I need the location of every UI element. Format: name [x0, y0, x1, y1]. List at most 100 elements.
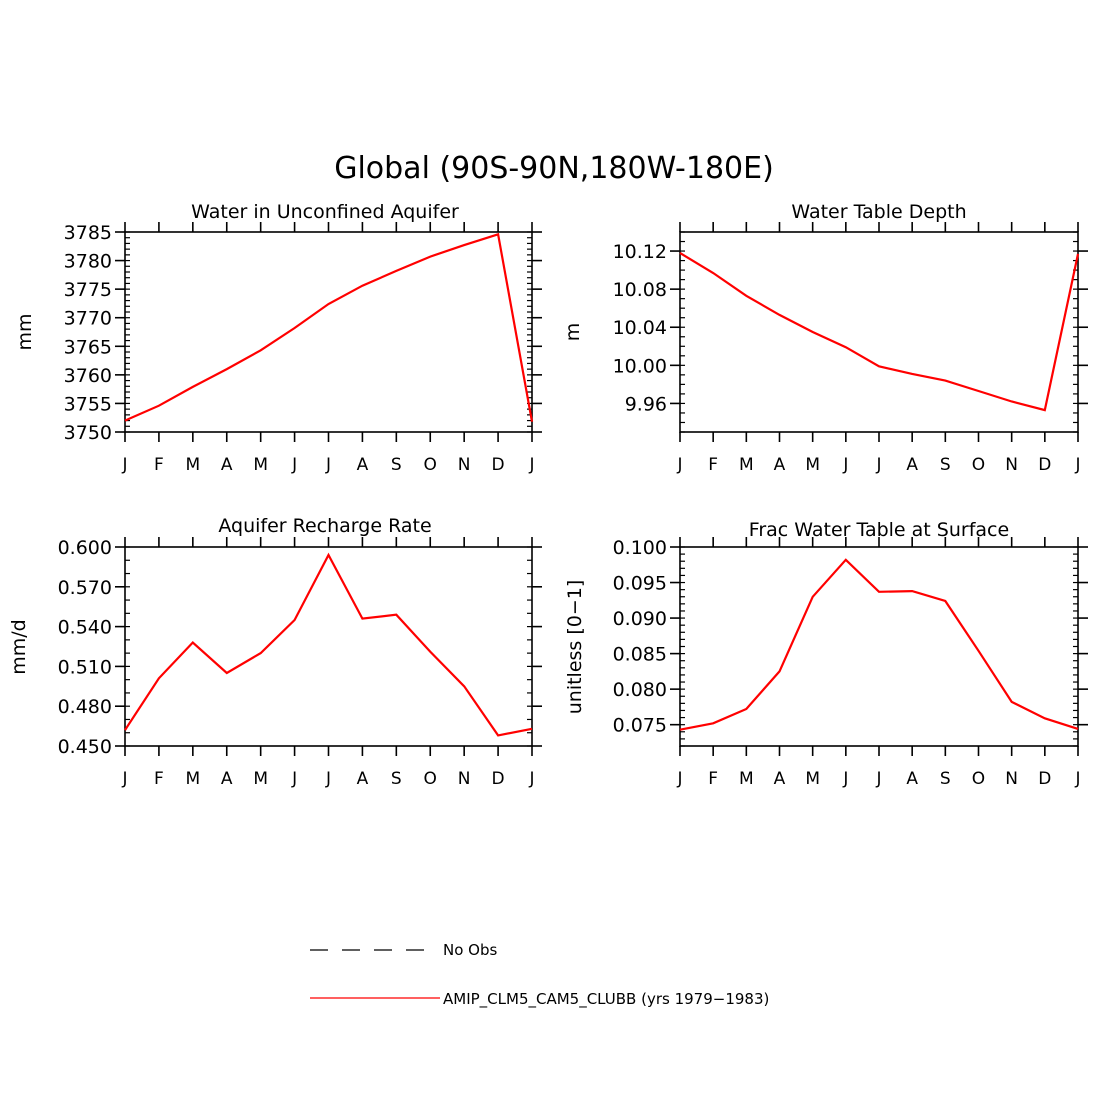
y-tick-label: 10.12 [613, 241, 667, 263]
x-tick-label: A [906, 769, 918, 789]
x-tick-label: J [528, 769, 534, 789]
plot-frame [124, 546, 533, 747]
legend-label-model: AMIP_CLM5_CAM5_CLUBB (yrs 1979−1983) [443, 990, 769, 1009]
x-tick-label: D [492, 769, 505, 789]
x-tick-label: J [325, 769, 331, 789]
y-tick-label: 3775 [64, 279, 112, 301]
x-tick-label: M [739, 769, 754, 789]
x-tick-label: J [875, 455, 881, 475]
x-tick-label: F [154, 769, 164, 789]
x-tick-label: M [253, 769, 268, 789]
x-tick-label: A [221, 769, 233, 789]
y-tick-label: 10.08 [613, 279, 667, 301]
x-tick-label: M [253, 455, 268, 475]
x-tick-label: J [1074, 769, 1080, 789]
series-line [124, 232, 534, 422]
panel-water-table-depth: Water Table Depth m J F M A M J J A S O N D J9.9610.… [562, 201, 1088, 475]
x-tick-label: N [458, 769, 471, 789]
x-tick-label: A [774, 455, 786, 475]
x-tick-label: A [357, 769, 369, 789]
y-tick-label: 0.100 [613, 537, 667, 559]
x-tick-label: J [875, 769, 881, 789]
y-axis-label: mm/d [8, 619, 30, 674]
x-tick-label: N [458, 455, 471, 475]
y-tick-label: 0.570 [58, 577, 112, 599]
x-tick-label: S [940, 455, 951, 475]
x-tick-label: N [1005, 455, 1018, 475]
y-tick-label: 0.450 [58, 736, 112, 758]
panel-title: Aquifer Recharge Rate [218, 515, 431, 537]
y-tick-label: 0.540 [58, 617, 112, 639]
x-tick-label: J [842, 769, 848, 789]
x-tick-label: J [121, 455, 127, 475]
panel-title: Frac Water Table at Surface [749, 519, 1009, 541]
y-tick-label: 0.510 [58, 656, 112, 678]
x-tick-label: F [154, 455, 164, 475]
y-tick-label: 3755 [64, 393, 112, 415]
panel-title: Water Table Depth [791, 201, 966, 223]
x-tick-label: M [185, 455, 200, 475]
y-axis-label: unitless [0−1] [564, 580, 586, 715]
y-tick-label: 0.480 [58, 696, 112, 718]
x-tick-label: O [972, 769, 985, 789]
x-tick-label: S [940, 769, 951, 789]
x-tick-label: O [424, 769, 437, 789]
x-tick-label: S [391, 455, 402, 475]
plot-frame [679, 231, 1079, 433]
series-line [679, 252, 1080, 412]
y-tick-label: 10.00 [613, 355, 667, 377]
y-axis-label: mm [14, 313, 36, 350]
x-tick-label: D [1038, 769, 1051, 789]
y-tick-label: 3770 [64, 308, 112, 330]
x-tick-label: M [739, 455, 754, 475]
y-tick-label: 0.095 [613, 573, 667, 595]
panel-frac-water-table-surface: Frac Water Table at Surface unitless [0−… [564, 519, 1088, 789]
x-tick-label: A [221, 455, 233, 475]
x-tick-label: M [805, 769, 820, 789]
series-line [679, 558, 1079, 731]
x-tick-label: J [121, 769, 127, 789]
x-tick-label: J [291, 769, 297, 789]
y-tick-label: 10.04 [613, 317, 667, 339]
y-tick-label: 3780 [64, 251, 112, 273]
y-tick-label: 0.600 [58, 537, 112, 559]
legend-label-no-obs: No Obs [443, 941, 497, 959]
x-tick-label: J [842, 455, 848, 475]
x-tick-label: F [708, 455, 718, 475]
figure-title: Global (90S-90N,180W-180E) [334, 151, 774, 186]
x-tick-label: M [185, 769, 200, 789]
y-tick-label: 3760 [64, 365, 112, 387]
y-tick-label: 0.085 [613, 644, 667, 666]
x-tick-label: D [1038, 455, 1051, 475]
x-tick-label: J [1074, 455, 1080, 475]
y-tick-label: 3785 [64, 222, 112, 244]
x-tick-label: F [708, 769, 718, 789]
y-tick-label: 9.96 [625, 393, 667, 415]
x-tick-label: M [805, 455, 820, 475]
y-tick-label: 0.090 [613, 608, 667, 630]
x-tick-label: J [325, 455, 331, 475]
x-tick-label: O [972, 455, 985, 475]
x-tick-label: J [291, 455, 297, 475]
y-tick-label: 0.075 [613, 715, 667, 737]
series-line [124, 552, 533, 737]
x-tick-label: A [357, 455, 369, 475]
x-tick-label: J [676, 769, 682, 789]
y-tick-label: 0.080 [613, 679, 667, 701]
x-tick-label: N [1005, 769, 1018, 789]
x-tick-label: J [676, 455, 682, 475]
x-tick-label: D [492, 455, 505, 475]
x-tick-label: A [774, 769, 786, 789]
legend: No Obs AMIP_CLM5_CAM5_CLUBB (yrs 1979−19… [310, 941, 769, 1009]
y-tick-label: 3765 [64, 336, 112, 358]
plot-frame [124, 231, 533, 433]
x-tick-label: A [906, 455, 918, 475]
x-tick-label: O [424, 455, 437, 475]
y-axis-label: m [562, 323, 584, 342]
x-tick-label: J [528, 455, 534, 475]
plot-frame [679, 546, 1079, 747]
x-tick-label: S [391, 769, 402, 789]
